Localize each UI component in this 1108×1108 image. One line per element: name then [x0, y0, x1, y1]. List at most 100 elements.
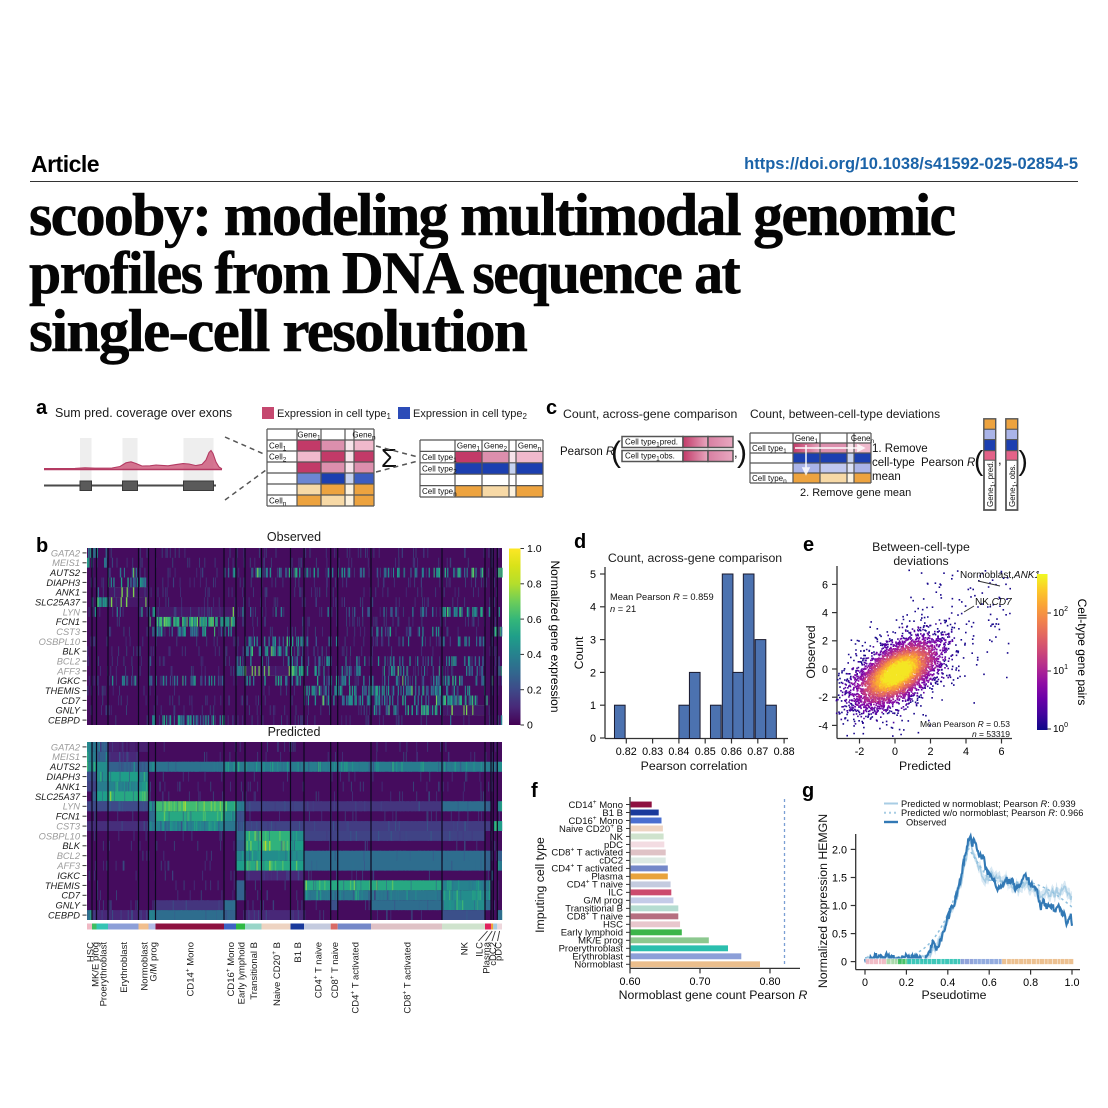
svg-text:(: (: [611, 436, 621, 469]
svg-text:CD4+ T naive: CD4+ T naive: [567, 879, 623, 891]
svg-text:NK: NK: [610, 832, 624, 843]
svg-text:100: 100: [1053, 722, 1068, 735]
svg-text:B1 B: B1 B: [602, 808, 623, 819]
svg-text:MEIS1: MEIS1: [52, 558, 80, 568]
svg-text:GNLY: GNLY: [56, 901, 81, 911]
svg-text:Normoblast gene count Pearson: Normoblast gene count Pearson R: [619, 988, 808, 1002]
svg-text:Erythroblast: Erythroblast: [572, 952, 623, 963]
svg-text:Pseudotime: Pseudotime: [922, 988, 987, 1002]
svg-text:Count, across-gene comparison: Count, across-gene comparison: [563, 407, 737, 421]
svg-text:GNLY: GNLY: [56, 706, 81, 716]
svg-text:HSC: HSC: [603, 920, 623, 931]
svg-text:Plasma: Plasma: [591, 872, 623, 883]
svg-text:Normalized gene expression: Normalized gene expression: [548, 560, 562, 712]
svg-text:Gene1: Gene1: [795, 434, 819, 445]
svg-text:0.87: 0.87: [747, 746, 768, 758]
svg-text:Gene1: Gene1: [297, 430, 321, 441]
svg-text:G/M prog: G/M prog: [149, 942, 160, 982]
svg-text:Normoblast: Normoblast: [140, 942, 151, 991]
svg-text:Proerythroblast: Proerythroblast: [99, 942, 110, 1007]
svg-text:IGKC: IGKC: [57, 676, 80, 686]
svg-text:-2: -2: [818, 692, 828, 704]
svg-text:NK: NK: [460, 941, 471, 955]
svg-text:Between-cell-type: Between-cell-type: [872, 540, 970, 554]
svg-text:Σ: Σ: [381, 443, 397, 473]
svg-text:SLC25A37: SLC25A37: [35, 598, 81, 608]
svg-text:Early lymphoid: Early lymphoid: [237, 942, 248, 1004]
svg-text:Celln: Celln: [269, 496, 287, 507]
svg-text:(: (: [974, 445, 984, 476]
svg-text:cDC2: cDC2: [599, 856, 623, 867]
svg-text:Genen: Genen: [352, 430, 376, 441]
svg-text:Gene1, obs.: Gene1, obs.: [1008, 464, 1019, 507]
svg-text:Count: Count: [572, 636, 586, 669]
svg-text:GATA2: GATA2: [51, 548, 81, 558]
svg-text:a: a: [36, 397, 48, 419]
svg-text:n = 21: n = 21: [610, 604, 636, 614]
svg-text:MK/E prog: MK/E prog: [91, 942, 102, 987]
svg-text:DIAPH3: DIAPH3: [46, 772, 80, 782]
svg-text:0: 0: [822, 664, 828, 676]
svg-text:4: 4: [590, 602, 596, 614]
svg-text:MEIS1: MEIS1: [52, 752, 80, 762]
svg-text:CD16+ Mono: CD16+ Mono: [225, 942, 237, 997]
svg-text:Cell typen: Cell typen: [422, 487, 457, 498]
svg-text:LYN: LYN: [63, 802, 81, 812]
svg-text:B1 B: B1 B: [293, 942, 304, 963]
svg-text:MK/E prog: MK/E prog: [578, 936, 623, 947]
svg-text:Pearson correlation: Pearson correlation: [641, 759, 748, 773]
svg-text:2: 2: [927, 746, 933, 758]
svg-text:2: 2: [590, 667, 596, 679]
svg-text:): ): [1019, 445, 1028, 476]
svg-text:AUTS2: AUTS2: [49, 762, 81, 772]
svg-text:Cell type2: Cell type2: [422, 464, 457, 475]
svg-text:Erythroblast: Erythroblast: [119, 942, 130, 993]
svg-text:g: g: [802, 780, 814, 802]
svg-text:0.6: 0.6: [982, 977, 997, 989]
svg-text:Predicted: Predicted: [268, 725, 321, 739]
svg-text:0.82: 0.82: [616, 746, 637, 758]
svg-text:0.85: 0.85: [695, 746, 716, 758]
svg-text:0.86: 0.86: [721, 746, 742, 758]
svg-text:0.5: 0.5: [832, 929, 847, 941]
svg-text:pDC: pDC: [494, 942, 505, 961]
svg-text:0.4: 0.4: [527, 649, 542, 661]
svg-text:Plasma: Plasma: [482, 941, 493, 973]
svg-text:102: 102: [1053, 606, 1068, 619]
svg-text:Mean Pearson R = 0.53: Mean Pearson R = 0.53: [920, 719, 1010, 729]
svg-text:Mean Pearson R = 0.859: Mean Pearson R = 0.859: [610, 592, 714, 602]
svg-text:1: 1: [590, 700, 596, 712]
svg-text:OSBPL10: OSBPL10: [39, 637, 81, 647]
svg-text:b: b: [36, 535, 48, 557]
svg-text:0.88: 0.88: [774, 746, 795, 758]
svg-text:0.84: 0.84: [668, 746, 689, 758]
svg-text:Gene1, pred.: Gene1, pred.: [986, 461, 997, 507]
svg-text:Predicted w normoblast; Pearso: Predicted w normoblast; Pearson R: 0.939: [901, 799, 1076, 809]
svg-text:0: 0: [527, 720, 533, 732]
svg-text:0: 0: [892, 746, 898, 758]
svg-text:CD14+ Mono: CD14+ Mono: [185, 942, 197, 997]
svg-text:Observed: Observed: [804, 625, 818, 678]
svg-text:CD8+ T naive: CD8+ T naive: [329, 942, 341, 998]
svg-text:Transitional B: Transitional B: [565, 904, 623, 915]
svg-text:CST3: CST3: [56, 627, 81, 637]
svg-text:Count, across-gene comparison: Count, across-gene comparison: [608, 551, 782, 565]
svg-text:0.70: 0.70: [689, 976, 710, 988]
svg-text:-2: -2: [855, 746, 865, 758]
svg-text:GATA2: GATA2: [51, 742, 81, 752]
svg-text:CD4+ T activated: CD4+ T activated: [551, 863, 623, 875]
svg-text:0.8: 0.8: [1023, 977, 1038, 989]
svg-text:THEMIS: THEMIS: [45, 686, 81, 696]
svg-text:0.2: 0.2: [527, 684, 542, 696]
svg-text:1.0: 1.0: [832, 900, 847, 912]
svg-text:Cell type1: Cell type1: [422, 453, 457, 464]
svg-text:AFF3: AFF3: [56, 666, 81, 676]
svg-text:Expression in cell type2: Expression in cell type2: [413, 408, 527, 421]
svg-text:CEBPD: CEBPD: [48, 911, 80, 921]
svg-text:f: f: [531, 780, 538, 802]
svg-text:Cell1: Cell1: [269, 441, 287, 452]
svg-text:CD4+ T activated: CD4+ T activated: [349, 942, 361, 1014]
svg-text:e: e: [803, 534, 814, 556]
svg-text:6: 6: [822, 579, 828, 591]
svg-text:0.4: 0.4: [940, 977, 955, 989]
